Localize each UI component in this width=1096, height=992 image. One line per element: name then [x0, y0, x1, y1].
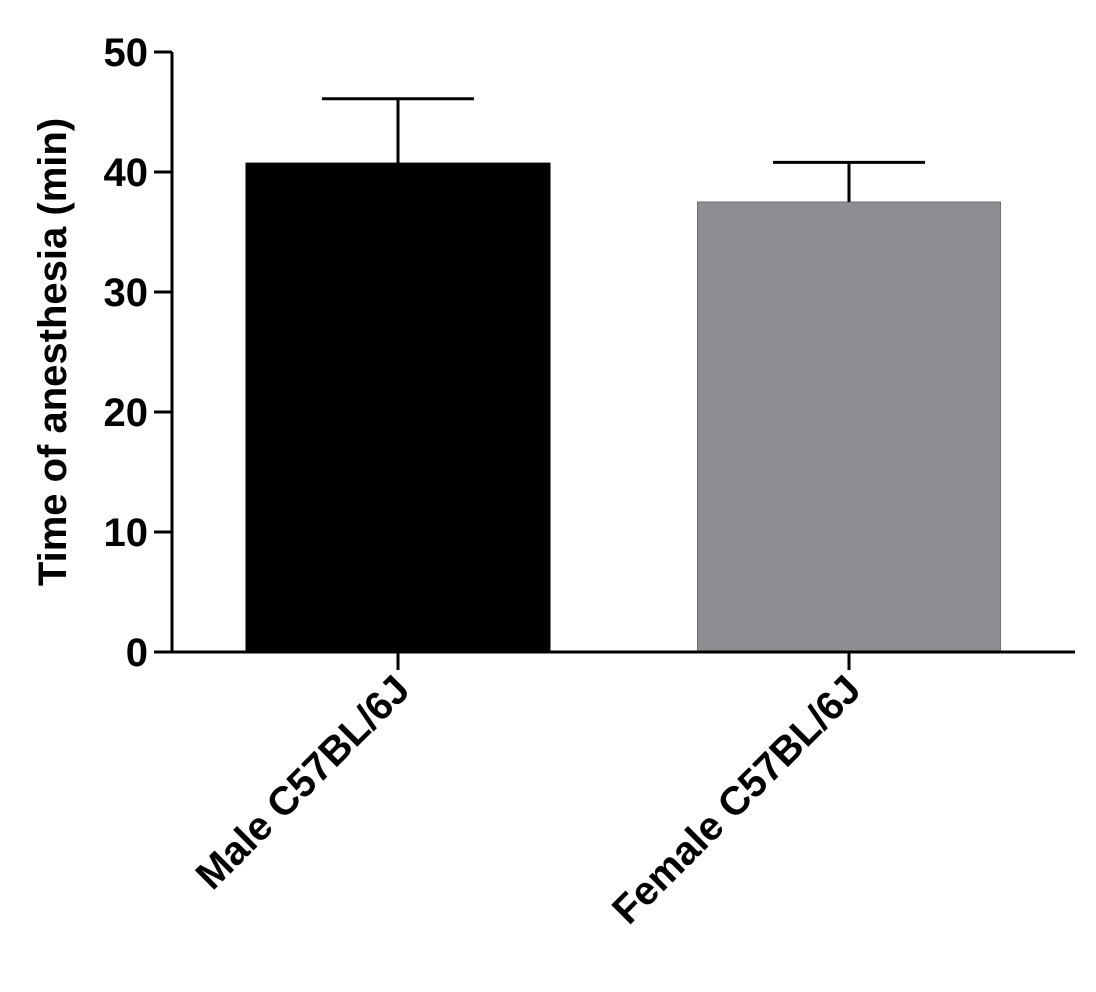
x-category-label: Male C57BL/6J [188, 667, 419, 898]
bars-layer [245, 162, 1001, 653]
y-tick-label: 0 [126, 631, 148, 675]
error-bars-layer [322, 97, 925, 202]
y-tick-label: 30 [104, 271, 149, 315]
y-tick-label: 40 [104, 151, 149, 195]
x-category-label: Female C57BL/6J [604, 667, 869, 932]
bar [245, 162, 551, 653]
x-ticks: Male C57BL/6J Female C57BL/6J [188, 652, 869, 933]
y-tick-label: 10 [104, 511, 149, 555]
y-tick-label: 50 [104, 31, 149, 75]
y-tick-label: 20 [104, 391, 149, 435]
y-axis-title: Time of anesthesia (min) [31, 118, 75, 586]
y-ticks: 0 10 20 30 40 50 [104, 31, 172, 675]
bar [697, 201, 1001, 653]
axes-layer [170, 52, 1075, 654]
